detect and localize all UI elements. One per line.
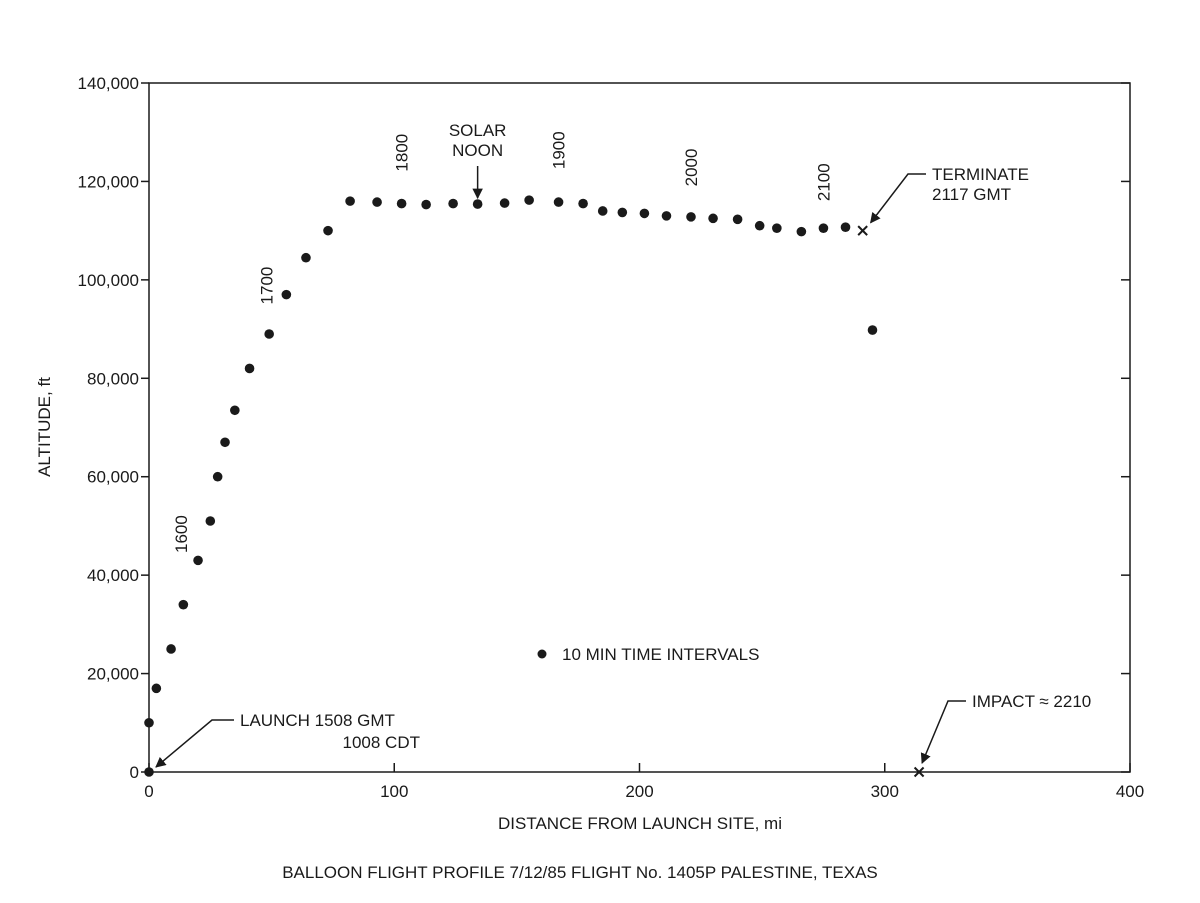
legend-dot-marker xyxy=(537,649,547,659)
y-tick-label: 20,000 xyxy=(87,665,139,684)
x-tick-label: 0 xyxy=(144,782,153,801)
data-point xyxy=(661,211,672,221)
data-point xyxy=(178,599,189,610)
y-tick-label: 120,000 xyxy=(78,172,139,191)
time-label: 1800 xyxy=(393,134,412,172)
data-point xyxy=(281,289,292,300)
legend-label: 10 MIN TIME INTERVALS xyxy=(562,645,759,664)
data-point xyxy=(193,555,203,566)
data-point xyxy=(639,208,650,219)
data-point xyxy=(151,683,162,694)
data-point xyxy=(553,197,564,207)
terminate-text: 2117 GMT xyxy=(932,185,1011,204)
y-tick-label: 60,000 xyxy=(87,468,139,487)
launch-annotation: LAUNCH 1508 GMT 1008 CDT xyxy=(155,711,420,768)
time-labels: 1600 1700 1800 1900 2000 2100 xyxy=(172,131,834,553)
terminate-text: TERMINATE xyxy=(932,165,1029,184)
y-tick-label: 0 xyxy=(130,763,139,782)
data-point xyxy=(244,363,255,374)
x-tick-label: 200 xyxy=(625,782,653,801)
y-tick-label: 80,000 xyxy=(87,369,139,388)
launch-text: 1008 CDT xyxy=(343,733,420,752)
solar-noon-text: NOON xyxy=(452,141,503,160)
data-point xyxy=(323,225,333,236)
data-point xyxy=(345,196,355,206)
data-point xyxy=(144,717,154,728)
data-point xyxy=(205,516,216,526)
impact-arrow xyxy=(920,700,966,764)
data-point xyxy=(524,195,534,205)
data-point xyxy=(867,325,878,335)
y-tick-label: 100,000 xyxy=(78,271,139,290)
time-label: 1900 xyxy=(550,131,569,169)
launch-arrow xyxy=(155,719,234,768)
data-point xyxy=(220,437,230,448)
y-tick-label: 140,000 xyxy=(78,74,139,93)
x-axis-label: DISTANCE FROM LAUNCH SITE, mi xyxy=(498,814,782,833)
data-point xyxy=(230,405,240,416)
x-tick-label: 100 xyxy=(380,782,408,801)
y-axis-ticks: 0 20,000 40,000 60,000 80,000 100,000 120,000 1… xyxy=(78,74,1130,782)
launch-text: LAUNCH 1508 GMT xyxy=(240,711,395,730)
data-point xyxy=(212,471,223,482)
data-point xyxy=(499,198,510,208)
data-point xyxy=(597,206,608,216)
data-point xyxy=(796,226,807,237)
data-point xyxy=(708,213,718,224)
data-point xyxy=(472,199,483,209)
data-point xyxy=(372,197,382,207)
time-label: 2100 xyxy=(814,163,833,201)
data-point xyxy=(754,220,765,231)
y-tick-label: 40,000 xyxy=(87,566,139,585)
data-point xyxy=(448,198,458,209)
data-point xyxy=(617,207,628,218)
data-point xyxy=(301,252,311,263)
time-label: 1600 xyxy=(172,515,191,553)
data-point xyxy=(166,644,176,654)
data-point xyxy=(686,212,696,222)
impact-text: IMPACT ≈ 2210 xyxy=(972,692,1091,711)
x-marker xyxy=(857,225,868,236)
x-tick-label: 300 xyxy=(871,782,899,801)
data-point xyxy=(772,223,782,233)
x-marker xyxy=(913,766,925,778)
y-axis-label: ALTITUDE, ft xyxy=(35,377,54,477)
legend: 10 MIN TIME INTERVALS xyxy=(537,645,759,664)
data-point xyxy=(578,198,588,209)
time-label: 2000 xyxy=(682,149,701,187)
data-point xyxy=(396,198,407,209)
data-point xyxy=(264,329,274,339)
data-point xyxy=(732,214,743,225)
x-marker-stroke xyxy=(857,225,868,236)
impact-annotation: IMPACT ≈ 2210 xyxy=(920,692,1091,764)
x-axis-ticks: 0 100 200 300 400 xyxy=(144,763,1144,801)
x-marker-stroke xyxy=(913,766,925,778)
time-label: 1700 xyxy=(258,267,277,305)
data-point xyxy=(840,222,851,232)
data-point xyxy=(818,223,829,233)
terminate-arrow xyxy=(870,173,926,224)
x-tick-label: 400 xyxy=(1116,782,1144,801)
solar-noon-text: SOLAR xyxy=(449,121,507,140)
data-points xyxy=(144,195,925,778)
chart-title: BALLOON FLIGHT PROFILE 7/12/85 FLIGHT No… xyxy=(282,863,878,882)
data-point xyxy=(144,767,154,777)
data-point xyxy=(421,199,431,210)
